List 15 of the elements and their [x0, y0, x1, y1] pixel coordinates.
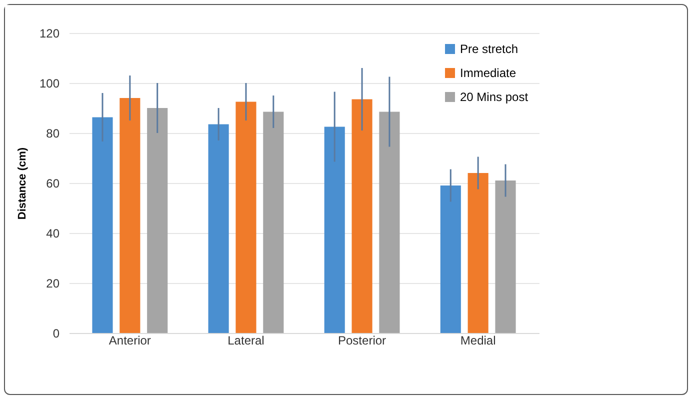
- y-axis-title: Distance (cm): [16, 147, 28, 220]
- x-tick-label: Anterior: [108, 334, 151, 348]
- x-tick-label: Medial: [460, 334, 496, 348]
- y-tick-label: 0: [52, 326, 60, 340]
- y-tick-label: 100: [39, 76, 60, 90]
- y-tick-label: 20: [46, 276, 60, 290]
- y-tick-label: 80: [46, 126, 60, 140]
- legend-label: 20 Mins post: [460, 90, 529, 104]
- x-tick-label: Posterior: [338, 334, 386, 348]
- y-tick-label: 120: [39, 26, 60, 40]
- y-tick-label: 60: [46, 176, 60, 190]
- x-tick-label: Lateral: [228, 334, 264, 348]
- y-tick-label: 40: [46, 226, 60, 240]
- legend-label: Pre stretch: [460, 42, 518, 56]
- legend-label: Immediate: [460, 66, 516, 80]
